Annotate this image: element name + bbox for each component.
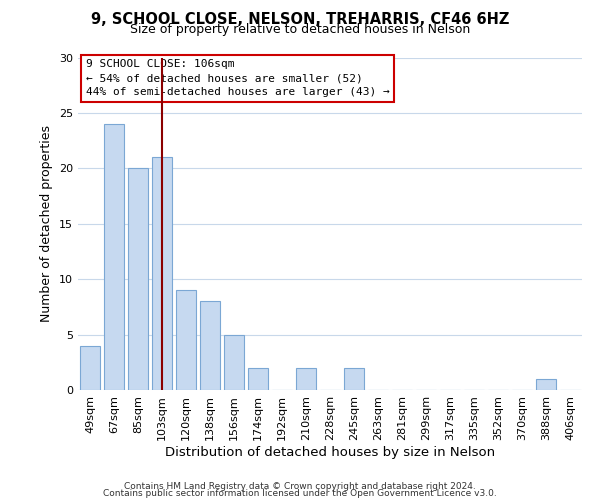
Bar — [128, 168, 148, 390]
Bar — [80, 346, 100, 390]
Text: Contains public sector information licensed under the Open Government Licence v3: Contains public sector information licen… — [103, 488, 497, 498]
Bar — [536, 379, 556, 390]
X-axis label: Distribution of detached houses by size in Nelson: Distribution of detached houses by size … — [165, 446, 495, 458]
Bar — [344, 368, 364, 390]
Bar — [176, 290, 196, 390]
Bar — [200, 302, 220, 390]
Text: 9 SCHOOL CLOSE: 106sqm
← 54% of detached houses are smaller (52)
44% of semi-det: 9 SCHOOL CLOSE: 106sqm ← 54% of detached… — [86, 59, 389, 97]
Text: Contains HM Land Registry data © Crown copyright and database right 2024.: Contains HM Land Registry data © Crown c… — [124, 482, 476, 491]
Bar — [296, 368, 316, 390]
Bar — [248, 368, 268, 390]
Bar — [224, 334, 244, 390]
Bar — [104, 124, 124, 390]
Y-axis label: Number of detached properties: Number of detached properties — [40, 125, 53, 322]
Text: Size of property relative to detached houses in Nelson: Size of property relative to detached ho… — [130, 22, 470, 36]
Bar — [152, 157, 172, 390]
Text: 9, SCHOOL CLOSE, NELSON, TREHARRIS, CF46 6HZ: 9, SCHOOL CLOSE, NELSON, TREHARRIS, CF46… — [91, 12, 509, 28]
